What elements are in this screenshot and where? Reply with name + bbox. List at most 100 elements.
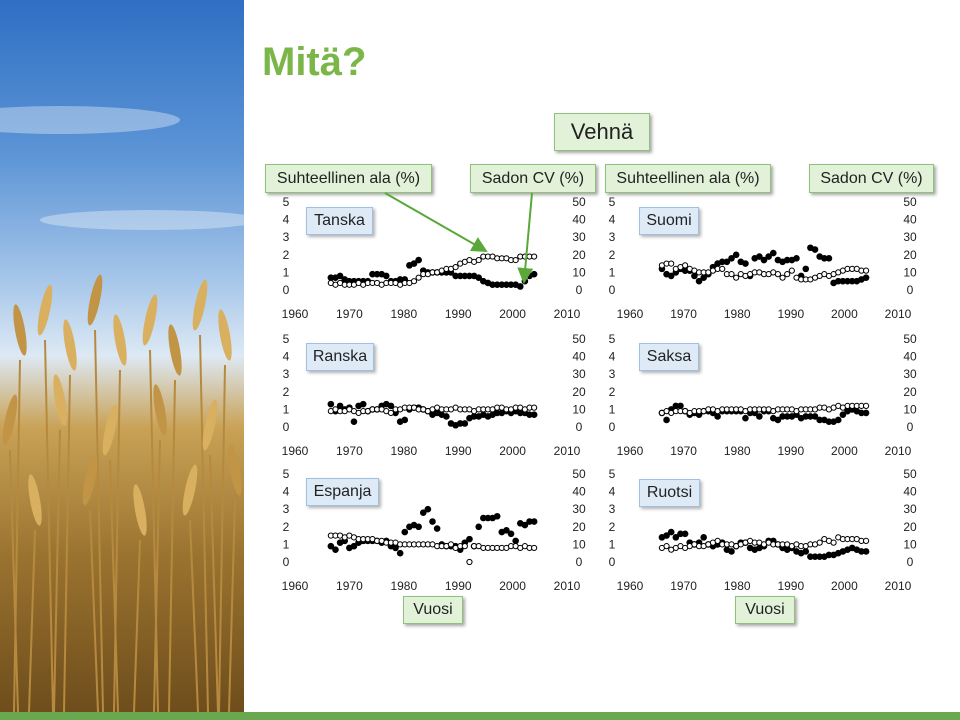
data-point-relative-area: [834, 277, 842, 285]
data-point-relative-area: [811, 246, 819, 253]
y-left-tick-label: 2: [283, 248, 290, 262]
y-right-tick-label: 20: [903, 248, 917, 262]
data-point-relative-area: [839, 411, 847, 418]
data-point-relative-area: [779, 413, 786, 420]
data-point-relative-area: [493, 409, 501, 417]
y-right-tick-label: 50: [572, 195, 586, 209]
data-point-relative-area: [728, 548, 735, 555]
data-point-relative-area: [503, 527, 510, 534]
data-point-yield-cv: [415, 274, 422, 281]
x-tick-label: 2010: [554, 579, 581, 593]
data-point-relative-area: [672, 534, 680, 541]
data-point-relative-area: [336, 402, 344, 410]
data-point-relative-area: [526, 518, 533, 525]
wheat-head: [168, 324, 182, 376]
data-point-relative-area: [530, 270, 538, 278]
data-point-relative-area: [862, 548, 870, 555]
y-left-tick-label: 0: [283, 555, 290, 569]
wheat-head: [113, 314, 127, 366]
data-point-relative-area: [858, 409, 865, 417]
y-left-tick-label: 5: [609, 467, 616, 481]
data-point-relative-area: [677, 402, 684, 410]
y-left-tick-label: 1: [609, 402, 616, 416]
y-left-tick-label: 2: [283, 385, 290, 399]
data-point-yield-cv: [830, 539, 837, 546]
data-point-relative-area: [858, 548, 865, 555]
x-tick-label: 2010: [554, 444, 581, 458]
data-point-relative-area: [498, 281, 506, 289]
data-point-relative-area: [456, 420, 464, 427]
y-right-tick-label: 40: [903, 213, 917, 227]
wheat-stem: [189, 519, 199, 712]
cloud-streak: [40, 210, 244, 230]
data-point-relative-area: [821, 255, 828, 262]
y-left-tick-label: 0: [609, 283, 616, 297]
data-point-relative-area: [475, 523, 483, 531]
x-tick-label: 2000: [499, 579, 526, 593]
wheat-head: [87, 274, 103, 326]
data-point-relative-area: [327, 274, 335, 281]
wheat-head: [228, 444, 242, 496]
data-point-relative-area: [327, 400, 335, 408]
data-point-relative-area: [756, 413, 763, 420]
data-point-relative-area: [512, 537, 519, 545]
wheat-stem: [44, 339, 54, 712]
x-tick-label: 2000: [499, 307, 526, 321]
wheat-head: [2, 394, 18, 446]
x-tick-label: 1960: [617, 579, 644, 593]
data-point-relative-area: [681, 530, 689, 538]
data-point-relative-area: [663, 416, 670, 424]
data-point-relative-area: [728, 255, 735, 262]
data-point-relative-area: [526, 411, 533, 418]
wheat-stem: [109, 459, 119, 712]
y-right-tick-label: 20: [903, 520, 917, 534]
data-point-relative-area: [816, 416, 823, 424]
right-axis-label-yield-cv: Sadon CV (%): [470, 164, 596, 193]
wheat-head: [218, 309, 232, 361]
y-right-tick-label: 50: [903, 332, 917, 346]
wheat-stem: [209, 454, 219, 712]
data-point-yield-cv: [862, 267, 870, 274]
data-point-relative-area: [424, 505, 432, 513]
data-point-relative-area: [825, 255, 833, 262]
x-tick-label: 1990: [445, 307, 472, 321]
data-point-yield-cv: [774, 271, 782, 278]
y-left-tick-label: 1: [283, 537, 290, 551]
data-point-relative-area: [672, 402, 680, 410]
data-point-relative-area: [783, 413, 791, 420]
y-right-tick-label: 50: [572, 467, 586, 481]
y-right-tick-label: 30: [572, 367, 586, 381]
data-point-yield-cv: [682, 262, 689, 269]
y-left-tick-label: 5: [609, 195, 616, 209]
x-tick-label: 1980: [390, 444, 417, 458]
data-point-relative-area: [470, 413, 478, 420]
y-right-tick-label: 20: [903, 385, 917, 399]
data-point-relative-area: [419, 509, 427, 517]
y-right-tick-label: 30: [903, 502, 917, 516]
y-left-tick-label: 3: [609, 230, 616, 244]
data-point-relative-area: [336, 272, 344, 280]
wheat-stem: [13, 359, 21, 712]
x-tick-label: 1960: [282, 444, 309, 458]
wheat-head: [13, 304, 27, 356]
data-point-relative-area: [373, 270, 381, 278]
data-point-relative-area: [493, 512, 501, 520]
data-point-relative-area: [516, 283, 524, 290]
y-left-tick-label: 3: [283, 502, 290, 516]
data-point-relative-area: [401, 416, 409, 424]
y-right-tick-label: 30: [572, 502, 586, 516]
y-left-tick-label: 3: [283, 230, 290, 244]
data-point-relative-area: [401, 528, 409, 536]
x-tick-label: 1980: [724, 444, 751, 458]
y-right-tick-label: 0: [907, 283, 914, 297]
y-right-tick-label: 10: [572, 265, 586, 279]
data-point-relative-area: [783, 256, 791, 264]
data-point-relative-area: [466, 272, 473, 280]
left-axis-label-relative-area-2: Suhteellinen ala (%): [605, 164, 771, 193]
x-tick-label: 1980: [390, 307, 417, 321]
y-left-tick-label: 2: [609, 520, 616, 534]
y-left-tick-label: 2: [283, 520, 290, 534]
y-left-tick-label: 4: [609, 350, 616, 364]
data-point-yield-cv: [531, 544, 538, 552]
y-left-tick-label: 4: [609, 213, 616, 227]
